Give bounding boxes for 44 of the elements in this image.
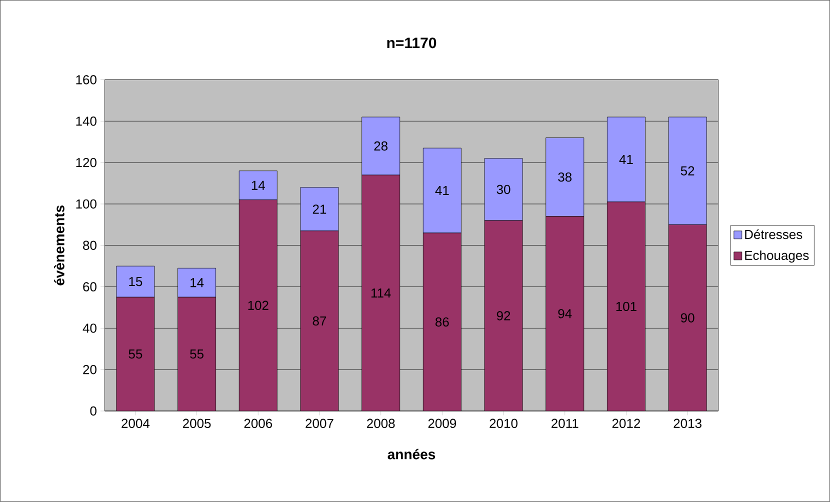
data-label: 101	[616, 302, 636, 312]
data-label: 87	[312, 316, 326, 326]
data-label: 14	[252, 180, 265, 190]
x-tick-label: 2007	[306, 418, 334, 428]
y-tick-label: 120	[76, 158, 96, 168]
data-label: 90	[680, 313, 694, 323]
data-label: 114	[371, 288, 391, 298]
legend-label: Détresses	[745, 229, 802, 240]
y-tick-label: 0	[90, 406, 96, 416]
y-axis-title: évènements	[54, 206, 64, 286]
data-label: 102	[248, 300, 268, 310]
x-tick-label: 2008	[367, 418, 395, 428]
data-label: 86	[436, 317, 449, 327]
data-label: 14	[190, 278, 204, 288]
chart-title: n=1170	[387, 38, 436, 48]
data-label: 41	[619, 155, 633, 164]
x-axis-title: années	[388, 449, 436, 460]
y-tick-label: 160	[76, 75, 96, 84]
data-label: 41	[435, 186, 449, 196]
data-label: 15	[129, 277, 142, 286]
x-tick-label: 2013	[674, 418, 702, 428]
data-label: 21	[312, 204, 326, 214]
x-tick-label: 2005	[182, 418, 211, 428]
x-tick-label: 2012	[612, 418, 640, 428]
y-tick-label: 140	[76, 116, 96, 126]
data-label: 55	[128, 350, 142, 359]
x-tick-label: 2010	[490, 418, 518, 428]
x-tick-label: 2006	[244, 418, 272, 428]
data-label: 52	[680, 166, 694, 176]
data-label: 30	[496, 184, 510, 194]
y-tick-label: 80	[83, 240, 96, 250]
legend-label: Echouages	[745, 250, 809, 263]
y-tick-label: 20	[83, 365, 96, 374]
data-label: 92	[496, 311, 510, 320]
y-tick-label: 40	[82, 324, 96, 333]
data-label: 38	[558, 172, 572, 182]
data-label: 28	[374, 142, 388, 151]
y-tick-label: 100	[76, 199, 96, 209]
x-tick-label: 2009	[428, 418, 456, 428]
y-tick-label: 60	[83, 282, 96, 292]
data-label: 94	[558, 309, 572, 318]
data-label: 55	[190, 350, 204, 359]
x-tick-label: 2004	[122, 418, 150, 428]
x-tick-label: 2011	[552, 418, 578, 428]
